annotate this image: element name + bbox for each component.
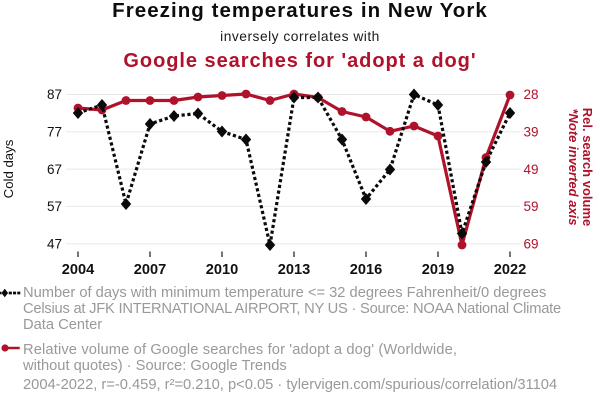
svg-text:2019: 2019 [422, 262, 454, 278]
svg-text:2007: 2007 [134, 262, 166, 278]
svg-text:2010: 2010 [206, 262, 238, 278]
svg-text:77: 77 [47, 125, 62, 140]
svg-text:49: 49 [524, 162, 539, 177]
svg-text:47: 47 [47, 236, 62, 251]
svg-text:2016: 2016 [350, 262, 382, 278]
svg-text:2004: 2004 [62, 262, 95, 278]
svg-text:87: 87 [47, 87, 62, 102]
svg-text:39: 39 [524, 125, 539, 140]
svg-text:69: 69 [524, 236, 539, 251]
svg-text:57: 57 [47, 199, 62, 214]
svg-text:59: 59 [524, 199, 539, 214]
svg-text:67: 67 [47, 162, 62, 177]
svg-text:2022: 2022 [494, 262, 526, 278]
svg-text:2013: 2013 [278, 262, 310, 278]
svg-text:28: 28 [524, 87, 539, 102]
